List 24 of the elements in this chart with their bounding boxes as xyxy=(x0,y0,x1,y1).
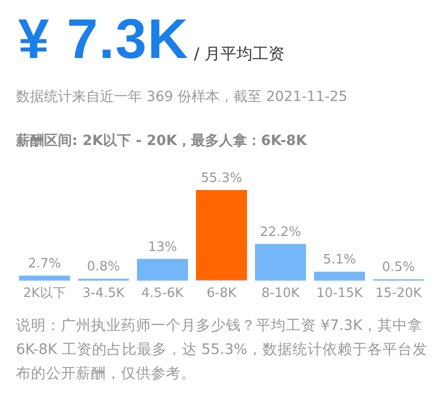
data-label: 22.2% xyxy=(260,224,302,240)
text: 说明：广州执业药师一个月多少钱？平均工资 ¥7.3K，其中拿 6K-8K 工资的占比最多，达 55.3%，数据统计依赖于各平台发布的公开薪酬，仅供参考。 xyxy=(16,317,428,384)
text: 数据统计来自近一年 369 份样本，截至 2021-11-25 xyxy=(16,88,348,106)
x-tick-label: 6-8K xyxy=(206,286,237,301)
data-label: 0.8% xyxy=(86,260,120,275)
x-tick-label: 15-20K xyxy=(375,286,422,301)
data-label: 0.5% xyxy=(382,260,416,276)
data-label: 55.3% xyxy=(200,171,242,186)
x-tick-label: 4.5-6K xyxy=(141,286,184,301)
x-tick-label: 8-10K xyxy=(261,286,300,301)
text: / 月平均工资 xyxy=(194,44,284,65)
data-label: 2.7% xyxy=(28,256,62,272)
bar xyxy=(137,258,188,280)
bar xyxy=(255,244,306,280)
data-label: 5.1% xyxy=(322,252,356,268)
x-tick-label: 2K以下 xyxy=(23,286,66,301)
x-tick-label: 3-4.5K xyxy=(82,286,126,301)
text: 薪酬区间: 2K以下 - 20K，最多人拿：6K-8K xyxy=(16,132,307,150)
data-label: 13% xyxy=(148,240,177,255)
x-tick-label: 10-15K xyxy=(316,286,364,301)
bar xyxy=(314,272,365,280)
bar xyxy=(19,276,70,280)
bar xyxy=(196,190,247,280)
chart-title: ¥ 7.3K xyxy=(18,6,189,71)
